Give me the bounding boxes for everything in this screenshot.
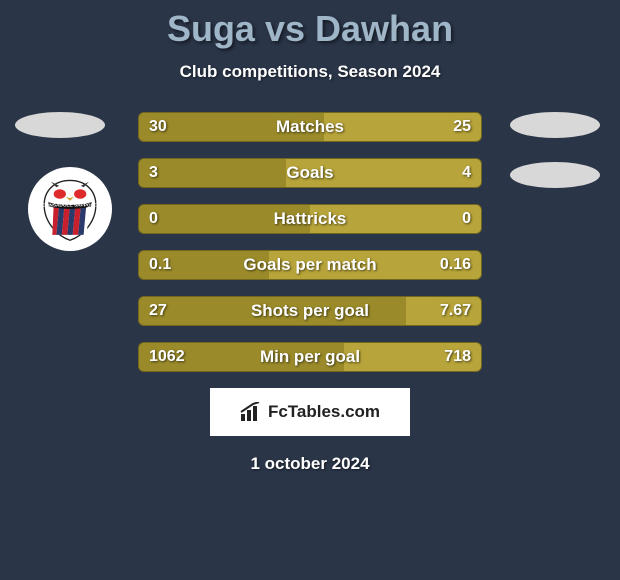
player1-placeholder-oval bbox=[15, 112, 105, 138]
title-player2: Dawhan bbox=[315, 8, 453, 49]
title-vs: vs bbox=[265, 8, 305, 49]
stat-value-left: 30 bbox=[149, 113, 167, 141]
stat-value-left: 1062 bbox=[149, 343, 185, 371]
stat-label: Matches bbox=[139, 113, 481, 141]
stat-row: Hattricks0 0 bbox=[138, 204, 482, 234]
stat-row: Shots per goal27 7.67 bbox=[138, 296, 482, 326]
stat-label: Goals per match bbox=[139, 251, 481, 279]
stat-value-right: 0.16 bbox=[440, 251, 471, 279]
stat-value-right: 718 bbox=[444, 343, 471, 371]
page-title: Suga vs Dawhan bbox=[0, 0, 620, 50]
stat-value-right: 4 bbox=[462, 159, 471, 187]
player2-placeholder-oval-1 bbox=[510, 112, 600, 138]
club-logo: CONSADOLE SAPPORO bbox=[28, 167, 112, 251]
stat-row: Min per goal1062 718 bbox=[138, 342, 482, 372]
stat-label: Goals bbox=[139, 159, 481, 187]
date-text: 1 october 2024 bbox=[0, 454, 620, 474]
stat-label: Min per goal bbox=[139, 343, 481, 371]
stat-value-left: 3 bbox=[149, 159, 158, 187]
brand-text: FcTables.com bbox=[268, 402, 380, 422]
stat-value-right: 25 bbox=[453, 113, 471, 141]
stat-row: Matches30 25 bbox=[138, 112, 482, 142]
stat-bars: Matches30 25 Goals3 4 Hattricks0 0 Goals per m… bbox=[138, 112, 482, 372]
title-player1: Suga bbox=[167, 8, 255, 49]
comparison-content: CONSADOLE SAPPORO Matches30 25 Goals3 4 Hatt… bbox=[0, 112, 620, 474]
subtitle: Club competitions, Season 2024 bbox=[0, 62, 620, 82]
brand-box: FcTables.com bbox=[210, 388, 410, 436]
stat-value-right: 7.67 bbox=[440, 297, 471, 325]
consadole-sapporo-icon: CONSADOLE SAPPORO bbox=[36, 175, 104, 243]
stat-label: Shots per goal bbox=[139, 297, 481, 325]
stat-row: Goals3 4 bbox=[138, 158, 482, 188]
stat-value-left: 27 bbox=[149, 297, 167, 325]
stat-value-left: 0 bbox=[149, 205, 158, 233]
chart-icon bbox=[240, 402, 264, 422]
player2-placeholder-oval-2 bbox=[510, 162, 600, 188]
svg-text:CONSADOLE SAPPORO: CONSADOLE SAPPORO bbox=[42, 202, 98, 208]
stat-value-left: 0.1 bbox=[149, 251, 171, 279]
stat-value-right: 0 bbox=[462, 205, 471, 233]
stat-row: Goals per match0.1 0.16 bbox=[138, 250, 482, 280]
stat-label: Hattricks bbox=[139, 205, 481, 233]
